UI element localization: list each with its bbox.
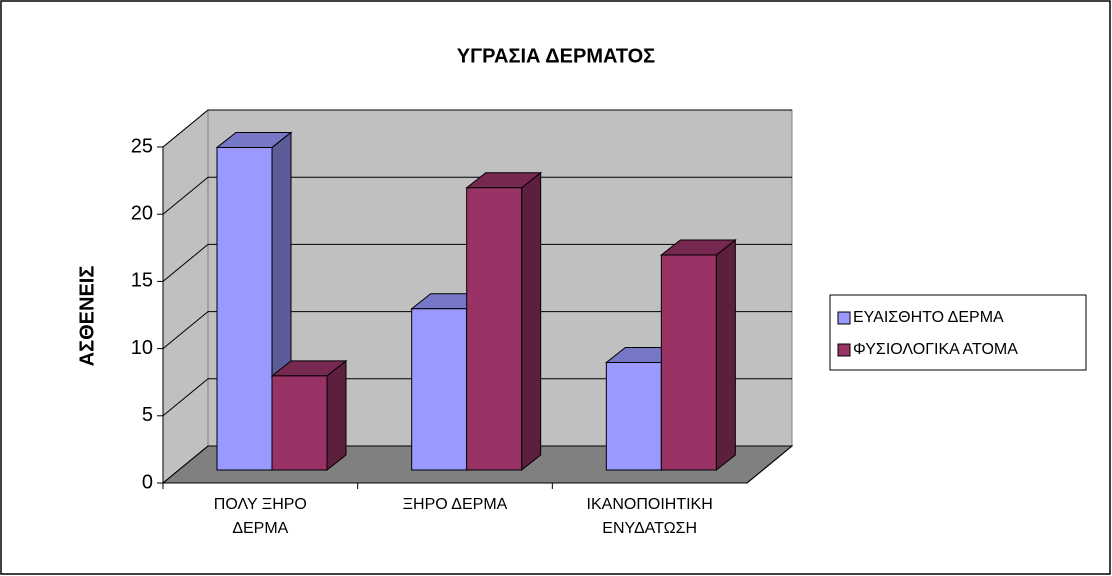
y-tick-label: 5 [142, 404, 153, 426]
legend-swatch [837, 343, 851, 357]
y-tick-label: 25 [131, 135, 153, 157]
x-tick-label: ΙΚΑΝΟΠΟΙΗΤΙΚΗ ΕΝΥΔΑΤΩΣΗ [586, 496, 713, 537]
bar-front [605, 361, 662, 471]
bar-side [715, 238, 736, 472]
grid-line [162, 378, 792, 417]
bar-front [411, 308, 468, 471]
grid-line [162, 311, 792, 349]
y-tick-label: 10 [131, 337, 153, 359]
grid-line [162, 176, 792, 215]
y-tick-label: 15 [131, 270, 153, 292]
y-axis-label: ΑΣΘΕΝΕΙΣ [76, 266, 98, 367]
bar-front [271, 375, 328, 471]
x-tick-label: ΞΗΡΟ ΔΕΡΜΑ [402, 496, 508, 513]
bar-front [216, 146, 273, 471]
legend-label: ΕΥΑΙΣΘΗΤΟ ΔΕΡΜΑ [853, 309, 1004, 326]
legend-swatch [837, 311, 851, 325]
floor-edge [746, 445, 793, 484]
y-tick-label: 20 [131, 202, 153, 224]
bar [659, 238, 737, 472]
legend-box [829, 294, 1087, 371]
legend-label: ΦΥΣΙΟΛΟΓΙΚΑ ΑΤΟΜΑ [853, 341, 1018, 358]
y-tick-label: 0 [142, 471, 153, 493]
side-wall [162, 108, 209, 485]
bar-side [326, 359, 347, 472]
grid-line [162, 445, 792, 484]
grid-line [162, 109, 792, 148]
bar [270, 359, 348, 472]
bar-front [466, 187, 523, 471]
chart-title: ΥΓΡΑΣΙΑ ΔΕΡΜΑΤΟΣ [457, 45, 655, 67]
bar [465, 171, 543, 472]
bar-side [521, 171, 542, 472]
grid-line [162, 243, 792, 282]
bar-front [660, 254, 717, 471]
x-tick-label: ΠΟΛΥ ΞΗΡΟ ΔΕΡΜΑ [213, 496, 307, 537]
